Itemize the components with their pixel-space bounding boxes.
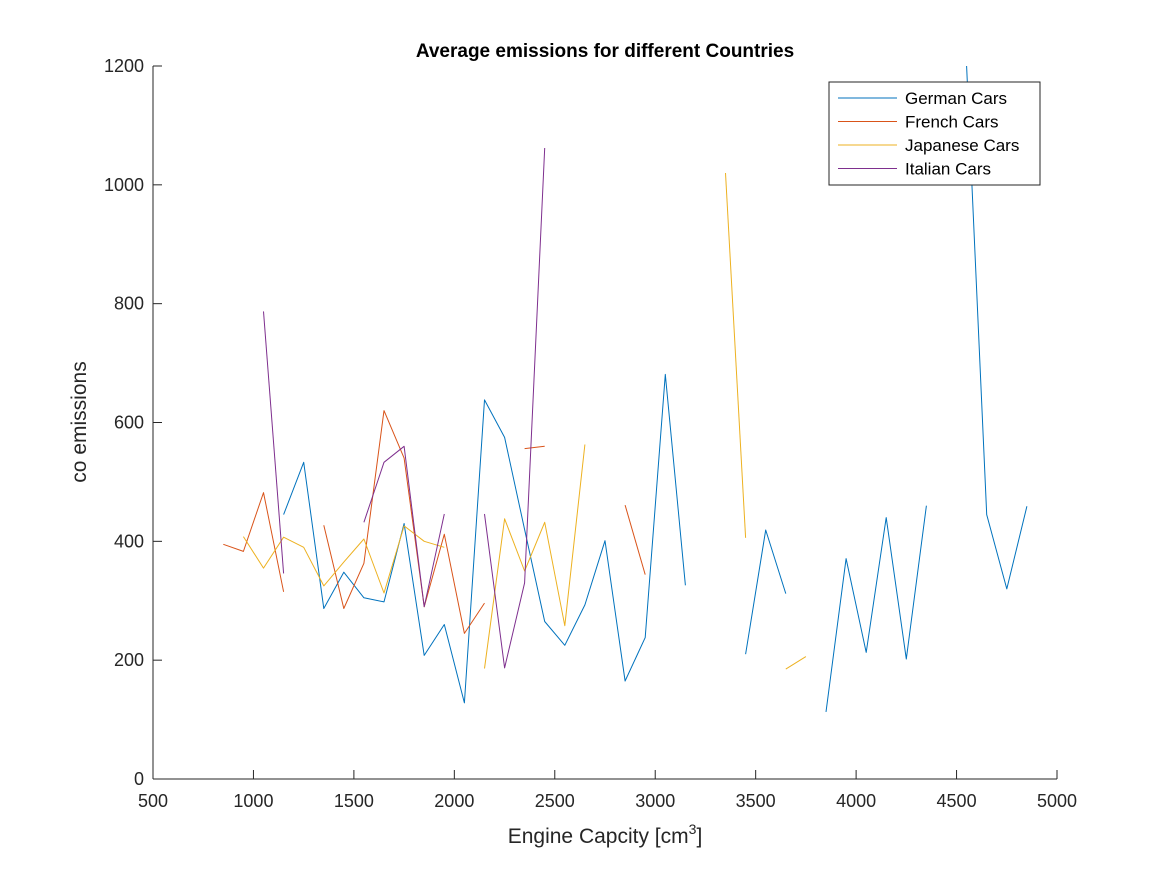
x-axis-label-main: Engine Capcity [cm xyxy=(508,825,689,848)
x-tick-label: 2500 xyxy=(535,791,575,811)
x-axis-label-superscript: 3 xyxy=(689,821,697,837)
x-tick-label: 4000 xyxy=(836,791,876,811)
legend-label: German Cars xyxy=(905,89,1007,108)
legend-label: Japanese Cars xyxy=(905,136,1019,155)
chart-title: Average emissions for different Countrie… xyxy=(416,41,794,62)
x-tick-label: 3500 xyxy=(736,791,776,811)
series-line-segment xyxy=(524,445,545,450)
series-japanese-cars xyxy=(242,172,807,670)
series-german-cars xyxy=(283,65,1028,712)
series-line-segment xyxy=(745,529,787,655)
series-line-segment xyxy=(966,65,1028,590)
y-tick-label: 1000 xyxy=(104,175,144,195)
legend-entries: German Cars French Cars Japanese Cars Itali… xyxy=(838,89,1019,179)
series-line-segment xyxy=(283,373,686,704)
y-axis-label: co emissions xyxy=(68,361,91,482)
legend-entry-japanese-cars[interactable]: Japanese Cars xyxy=(838,136,1019,155)
legend[interactable]: German Cars French Cars Japanese Cars Itali… xyxy=(828,81,1041,186)
y-tick-label: 800 xyxy=(114,294,144,314)
series-line-segment xyxy=(825,505,927,712)
legend-label: French Cars xyxy=(905,113,999,132)
series-line-segment xyxy=(484,444,586,669)
x-tick-label: 500 xyxy=(138,791,168,811)
legend-box xyxy=(828,81,1041,186)
series-line-segment xyxy=(263,311,285,574)
series-italian-cars xyxy=(263,147,546,669)
series-line-segment xyxy=(725,172,747,538)
x-tick-label: 1000 xyxy=(233,791,273,811)
x-ticks: 500 1000 1500 2000 2500 3000 3500 4000 4500 5000 xyxy=(138,770,1077,811)
y-tick-label: 600 xyxy=(114,413,144,433)
x-tick-label: 4500 xyxy=(937,791,977,811)
legend-entry-french-cars[interactable]: French Cars xyxy=(838,113,999,132)
series-line-segment xyxy=(624,504,646,575)
series-layer xyxy=(223,65,1028,712)
y-tick-label: 0 xyxy=(134,769,144,789)
series-line-segment xyxy=(363,445,445,608)
series-line-segment xyxy=(484,147,546,669)
legend-label: Italian Cars xyxy=(905,160,991,179)
y-tick-label: 400 xyxy=(114,531,144,551)
x-axis-label: Engine Capcity [cm3] xyxy=(508,821,703,848)
series-line-segment xyxy=(242,525,445,594)
x-tick-label: 2000 xyxy=(434,791,474,811)
y-tick-label: 1200 xyxy=(104,56,144,76)
y-tick-label: 200 xyxy=(114,650,144,670)
legend-entry-german-cars[interactable]: German Cars xyxy=(838,89,1007,108)
x-tick-label: 5000 xyxy=(1037,791,1077,811)
legend-entry-italian-cars[interactable]: Italian Cars xyxy=(838,160,991,179)
x-tick-label: 3000 xyxy=(635,791,675,811)
series-french-cars xyxy=(223,410,646,634)
x-axis-label-suffix: ] xyxy=(696,825,702,848)
y-ticks: 0 200 400 600 800 1000 1200 xyxy=(104,56,162,789)
series-line-segment xyxy=(785,656,807,670)
series-line-segment xyxy=(323,410,485,634)
x-tick-label: 1500 xyxy=(334,791,374,811)
series-line-segment xyxy=(223,492,285,592)
